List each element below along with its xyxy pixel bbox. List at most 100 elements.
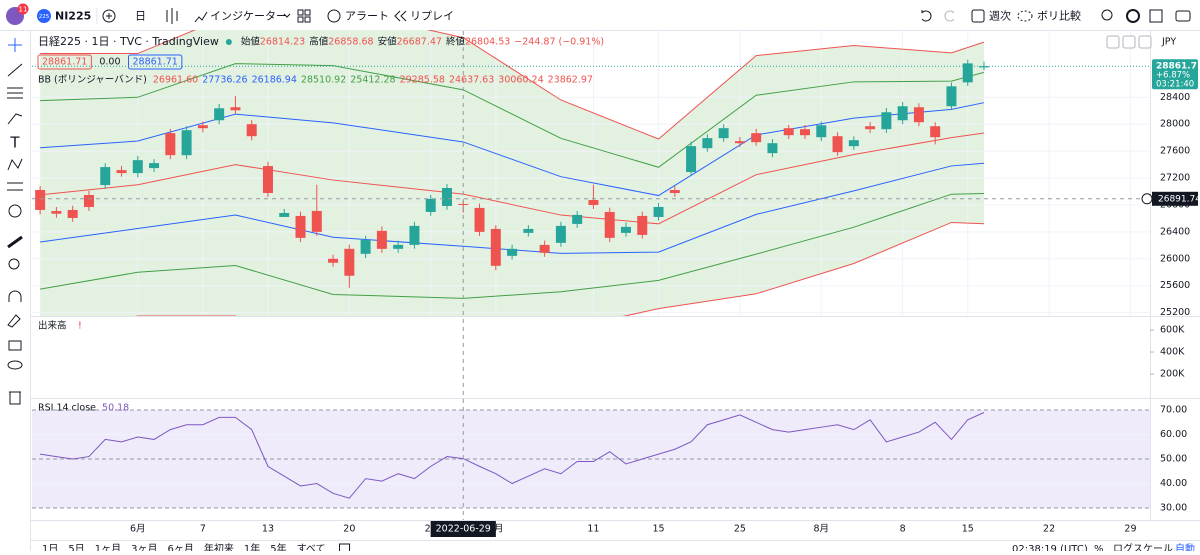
currency[interactable]: JPY [1161,37,1176,48]
alert[interactable]: アラート [345,10,389,23]
candle-body [734,141,745,144]
crosshair-tool[interactable] [8,38,22,52]
ruler-tool[interactable] [7,235,23,249]
range-button[interactable]: すべて [297,543,326,555]
candle-body [409,225,420,245]
crosshair-date-box [430,521,496,537]
symbol-logo [37,9,51,23]
undo[interactable] [921,10,932,22]
chart-title: 日経225 · 1日 · TVC · TradingView [38,35,219,48]
bb-value: 30060.24 [498,75,543,86]
trend-tool[interactable] [7,63,23,77]
candle-body [979,66,990,68]
range-button[interactable]: 1年 [244,542,260,555]
candle-body [848,140,859,147]
replay[interactable]: リプレイ [410,10,454,23]
band-line [40,162,985,254]
draw-lock[interactable] [7,314,21,328]
lock-tool[interactable] [8,340,22,351]
warning: ! [78,321,82,332]
crosshair-date: 2022-06-29 [436,524,491,535]
replay-icon [394,10,407,22]
candle-body [946,86,957,107]
badge [17,3,29,15]
candle-body [328,258,339,263]
fullscreen[interactable] [1149,9,1163,23]
y-tick-label: 27200 [1160,173,1190,184]
visibility-tool[interactable] [7,360,23,370]
range-button[interactable]: 1ヶ月 [95,543,121,555]
candle-body [930,126,941,138]
candle-body [295,215,306,238]
price-box[interactable]: 0.00 [99,57,120,68]
range-button[interactable]: 1日 [42,544,58,555]
range-button[interactable]: 3ヶ月 [131,543,157,555]
alert-icon[interactable] [327,9,341,23]
price-box[interactable]: 28861.71 [42,57,87,68]
candle-body [393,244,404,249]
ohlc-label: 始値 [241,36,261,48]
candle-body [588,199,599,205]
delete-tool[interactable] [9,391,21,405]
layout-icon [304,16,311,23]
candle-body [100,167,111,186]
weekly[interactable]: 週次 [989,10,1011,23]
y-tick-label: 50.00 [1160,454,1187,465]
x-tick-label: 8 [900,524,906,535]
search[interactable] [1101,9,1113,21]
crosshair-plus[interactable] [1141,193,1153,205]
prediction-tool[interactable] [7,182,23,191]
bb-value: 27736.26 [202,75,247,86]
range-button[interactable]: 5年 [270,542,286,555]
price-box[interactable]: 28861.71 [133,57,178,68]
auto-toggle[interactable]: 自動 [1175,542,1195,555]
ohlc-value: 26814.23 [260,37,305,48]
interval[interactable]: 日 [135,10,146,23]
bb-label: BB (ボリンジャーバンド) [38,75,147,86]
snapshot[interactable] [1175,10,1191,22]
emoji-tool[interactable] [8,204,22,218]
add-symbol[interactable] [102,9,116,23]
zoom-tool[interactable] [8,258,20,270]
badge-count: 11 [19,6,28,14]
redo[interactable] [944,10,955,22]
symbol[interactable]: NI225 [55,10,91,23]
indicators[interactable]: インジケーター [210,10,287,23]
pane-button[interactable] [1122,35,1136,49]
brush-tool[interactable] [7,113,23,125]
layout-icon[interactable] [297,9,304,16]
y-tick-label: 30.00 [1160,503,1187,514]
x-tick-label: 25 [734,524,746,535]
checkbox[interactable] [971,9,985,23]
candle-body [490,228,501,266]
candle-body [962,63,973,83]
y-tick-label: 26400 [1160,226,1190,237]
y-tick-label: 70.00 [1160,405,1187,416]
pane-button[interactable] [1106,35,1120,49]
bb-value: 23862.97 [548,75,593,86]
percent-toggle[interactable]: % [1094,544,1104,555]
magnet-tool[interactable] [8,290,22,302]
settings[interactable] [1126,9,1140,23]
range-button[interactable]: 年初来 [204,542,234,555]
bar-type-icon[interactable] [166,8,178,24]
candle-body [51,211,62,214]
candle-body [555,225,566,243]
pattern-tool[interactable] [7,158,23,171]
x-tick-label: 11 [587,524,599,535]
calendar-icon[interactable] [339,543,351,554]
ohlc-value: 26858.68 [328,37,373,48]
compare[interactable]: ボリ比較 [1037,10,1081,23]
range-button[interactable]: 6ヶ月 [168,543,194,555]
dropdown[interactable] [283,13,291,18]
candle-body [344,248,355,276]
candle-body [311,210,322,232]
log-toggle[interactable]: ログスケール [1113,542,1173,555]
candle-body [783,128,794,136]
range-button[interactable]: 5日 [68,544,84,555]
candle-body [67,209,78,218]
text-tool[interactable]: T [9,134,20,152]
fib-tool[interactable] [7,87,23,99]
pane-button[interactable] [1138,35,1152,49]
candle-body [897,106,908,121]
